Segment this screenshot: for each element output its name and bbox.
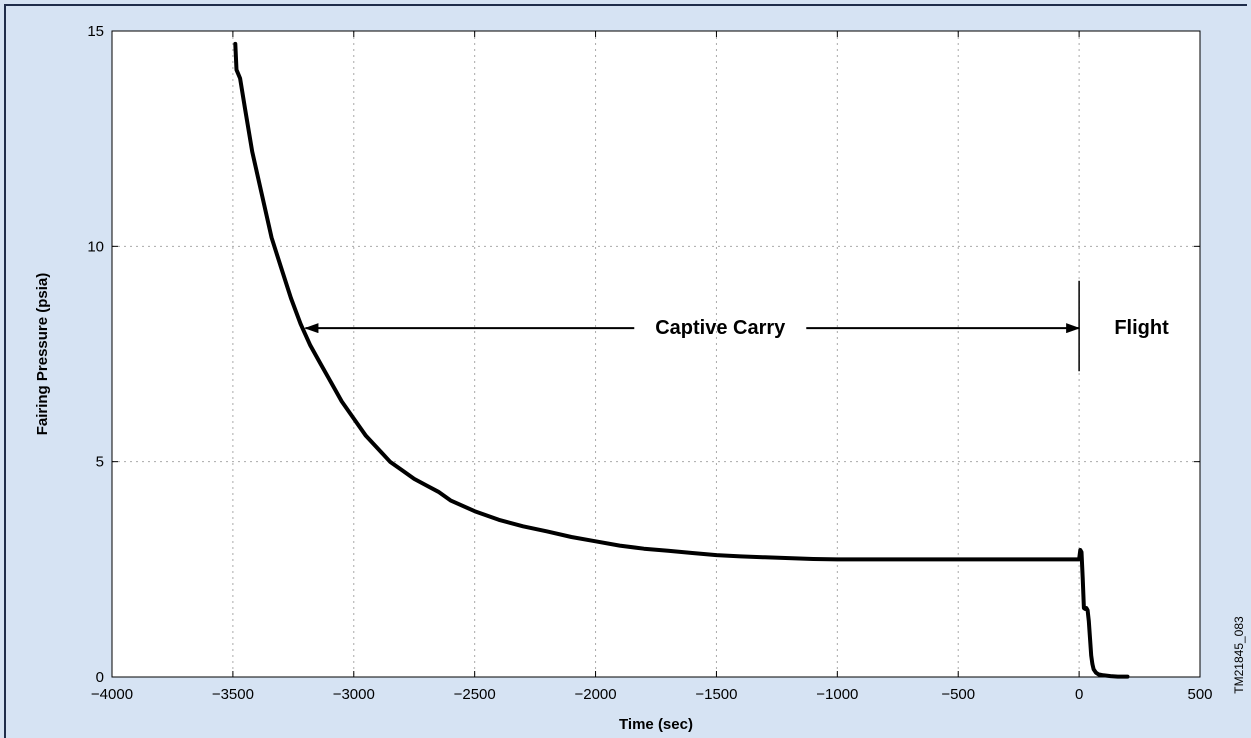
x-tick-label: −3000: [333, 686, 375, 703]
captive-carry-label: Captive Carry: [655, 317, 786, 339]
x-tick-label: −1000: [816, 686, 858, 703]
flight-label: Flight: [1114, 317, 1169, 339]
grid-lines: [112, 31, 1200, 677]
x-tick-labels: −4000 −3500 −3000 −2500 −2000 −1500 −1000 −500 0…: [91, 686, 1213, 703]
x-tick-label: −4000: [91, 686, 133, 703]
y-axis-label: Fairing Pressure (psia): [34, 273, 51, 436]
x-tick-label: 0: [1075, 686, 1083, 703]
figure-border: [4, 4, 1247, 738]
y-tick-label: 15: [87, 23, 104, 40]
y-tick-label: 5: [96, 454, 104, 471]
x-tick-label: −3500: [212, 686, 254, 703]
y-tick-labels: 0 5 10 15: [87, 23, 104, 686]
plot-border: [111, 30, 1201, 678]
plot-area: [112, 31, 1200, 677]
x-tick-label: −1500: [695, 686, 737, 703]
y-tick-label: 10: [87, 238, 104, 255]
x-tick-label: −2000: [574, 686, 616, 703]
figure-id-label: TM21845_083: [1232, 616, 1246, 694]
series-line-fairing-pressure: [233, 41, 1130, 679]
x-tick-label: −500: [941, 686, 975, 703]
x-tick-label: 500: [1187, 686, 1212, 703]
x-axis-label: Time (sec): [619, 716, 693, 733]
y-tick-label: 0: [96, 669, 104, 686]
x-tick-label: −2500: [454, 686, 496, 703]
